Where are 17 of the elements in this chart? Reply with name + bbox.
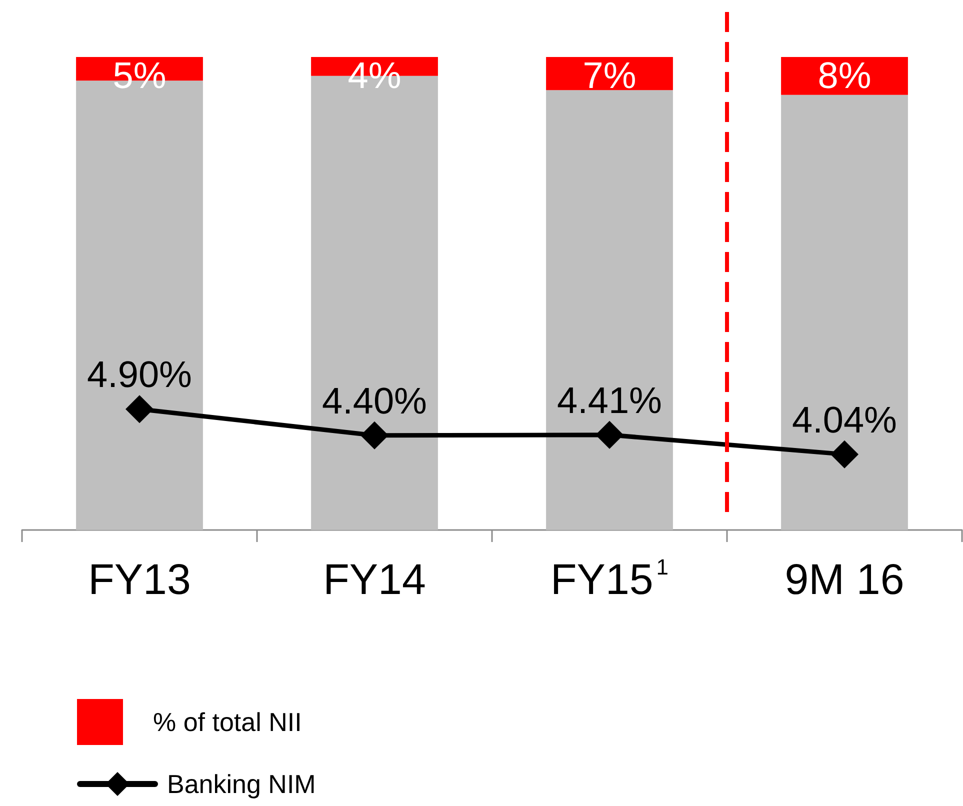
data-label: 7% [582,55,636,96]
bar [546,90,673,530]
data-label: 4.04% [792,399,897,440]
x-tick-label: 9M 16 [784,556,904,604]
legend-label: % of total NII [153,707,302,737]
data-label: 8% [818,55,872,96]
data-label: 4.41% [557,380,662,421]
point [830,440,858,468]
point [360,421,388,450]
x-tick-label: FY13 [88,556,191,604]
bar [781,94,908,530]
point [596,420,624,449]
x-tick-label: FY14 [323,556,426,604]
data-label: 4.90% [87,354,192,396]
legend-label: Banking NIM [167,769,316,799]
point [126,395,154,424]
data-label: 4.40% [322,380,427,422]
